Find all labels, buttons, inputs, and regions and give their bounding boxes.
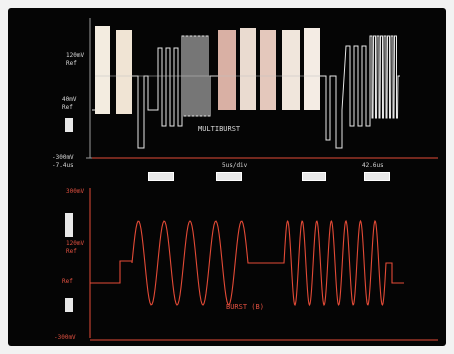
top-scale-mid-label: 40mV: [62, 96, 77, 103]
marker-button-1[interactable]: [148, 172, 174, 181]
burst-packet: [218, 30, 236, 110]
oscilloscope-screen: 120mV Ref 40mV Ref MULTIBURST -300mV -7.…: [8, 8, 446, 346]
burst-packet: [116, 30, 132, 114]
marker-button-2[interactable]: [216, 172, 242, 181]
bottom-scale-top-label: 300mV: [66, 188, 85, 195]
top-scale-ref-label: Ref: [66, 60, 77, 67]
burst-packet: [95, 26, 110, 114]
bottom-marker-block-lower: [65, 298, 73, 312]
burst-packet: [282, 30, 300, 110]
multiburst-trace: [92, 26, 400, 149]
marker-button-3[interactable]: [302, 172, 326, 181]
top-scale-top-label: 120mV: [66, 52, 85, 59]
timebase-div-label: 5us/div: [222, 162, 248, 169]
top-trace-title: MULTIBURST: [198, 125, 241, 133]
marker-button-4[interactable]: [364, 172, 390, 181]
top-scale-mid-ref-label: Ref: [62, 104, 73, 111]
burst-packet: [240, 28, 256, 110]
top-marker-block: [65, 118, 73, 132]
bottom-scale-bottom-label: -300mV: [54, 334, 76, 341]
timebase-end-label: 42.6us: [362, 162, 384, 169]
burst-packet: [260, 30, 276, 110]
burst-line: [90, 219, 404, 307]
multiburst-line: [92, 35, 400, 149]
bottom-trace-title: BURST (B): [226, 303, 264, 311]
bottom-scale-ref2-label: Ref: [62, 278, 73, 285]
top-scale-bottom-label: -300mV: [52, 154, 74, 161]
bottom-scale-mid-label: 120mV: [66, 240, 85, 247]
timebase-start-label: -7.4us: [52, 162, 74, 169]
bottom-scale-ref-label: Ref: [66, 248, 77, 255]
burst-packet: [304, 28, 320, 110]
burst-trace: [90, 219, 404, 307]
bottom-marker-block-upper: [65, 213, 73, 237]
waveform-canvas: [65, 18, 438, 341]
